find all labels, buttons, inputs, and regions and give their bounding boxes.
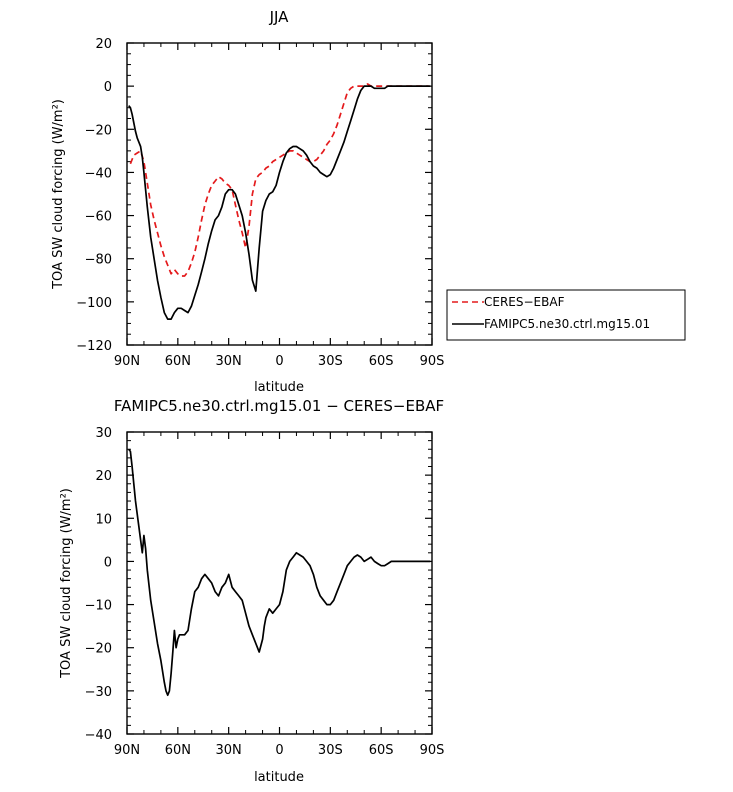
legend-label-famipc5: FAMIPC5.ne30.ctrl.mg15.01: [484, 317, 650, 331]
top-series-line-0: [129, 83, 429, 277]
top-series-lines: [128, 83, 431, 320]
top-x-tick-label: 30N: [216, 354, 242, 369]
legend-label-ceres: CERES−EBAF: [484, 295, 565, 309]
top-panel: JJA 90N 60N 30N 0 30S 60S 90S 20 0 −20 −40 −60 −80 −1…: [51, 8, 444, 395]
top-y-tick-label: −80: [85, 253, 112, 268]
top-x-tick-label: 60S: [369, 354, 394, 369]
bottom-y-tick-label: 30: [95, 426, 112, 441]
top-x-tick-label: 30S: [318, 354, 343, 369]
bottom-x-axis-label: latitude: [254, 770, 304, 785]
top-series-line-1: [128, 85, 431, 320]
bottom-y-tick-label: 20: [95, 469, 112, 484]
bottom-series-line-0: [128, 448, 431, 697]
bottom-x-tick-label: 30N: [216, 743, 242, 758]
bottom-x-tick-label: 60S: [369, 743, 394, 758]
bottom-y-tick-label: 10: [95, 512, 112, 527]
top-ticks: 90N 60N 30N 0 30S 60S 90S 20 0 −20 −40 −60 −80 −100 −1…: [76, 37, 444, 369]
top-y-tick-label: 0: [104, 80, 112, 95]
top-y-tick-label: −120: [76, 339, 112, 354]
legend-box: [446, 289, 686, 341]
bottom-x-tick-label: 90N: [114, 743, 140, 758]
bottom-x-tick-label: 30S: [318, 743, 343, 758]
top-x-tick-label: 0: [275, 354, 283, 369]
bottom-x-tick-label: 60N: [165, 743, 191, 758]
top-y-tick-label: −20: [85, 123, 112, 138]
bottom-y-tick-label: −30: [85, 685, 112, 700]
bottom-y-tick-label: −40: [85, 728, 112, 743]
top-plot-frame: [126, 42, 433, 346]
top-x-axis-label: latitude: [254, 380, 304, 395]
top-y-tick-label: −100: [76, 296, 112, 311]
bottom-chart-title: FAMIPC5.ne30.ctrl.mg15.01 − CERES−EBAF: [114, 397, 444, 415]
bottom-y-tick-label: −10: [85, 599, 112, 614]
top-y-tick-label: −60: [85, 210, 112, 225]
bottom-panel: FAMIPC5.ne30.ctrl.mg15.01 − CERES−EBAF 9…: [59, 397, 444, 785]
top-x-tick-label: 90S: [420, 354, 445, 369]
bottom-ticks: 90N 60N 30N 0 30S 60S 90S 30 20 10 0 −10 −20 −30 −40: [85, 426, 445, 758]
bottom-x-tick-label: 0: [275, 743, 283, 758]
bottom-series-lines: [128, 448, 431, 697]
top-y-tick-label: 20: [95, 37, 112, 52]
top-x-tick-label: 60N: [165, 354, 191, 369]
bottom-y-axis-label: TOA SW cloud forcing (W/m²): [59, 488, 74, 679]
top-y-axis-label: TOA SW cloud forcing (W/m²): [51, 99, 66, 290]
bottom-y-tick-label: 0: [104, 555, 112, 570]
legend: CERES−EBAF FAMIPC5.ne30.ctrl.mg15.01: [446, 289, 686, 341]
top-x-tick-label: 90N: [114, 354, 140, 369]
bottom-x-tick-label: 90S: [420, 743, 445, 758]
bottom-y-tick-label: −20: [85, 642, 112, 657]
top-y-tick-label: −40: [85, 166, 112, 181]
bottom-plot-frame: [126, 431, 433, 735]
top-chart-title: JJA: [269, 8, 290, 26]
